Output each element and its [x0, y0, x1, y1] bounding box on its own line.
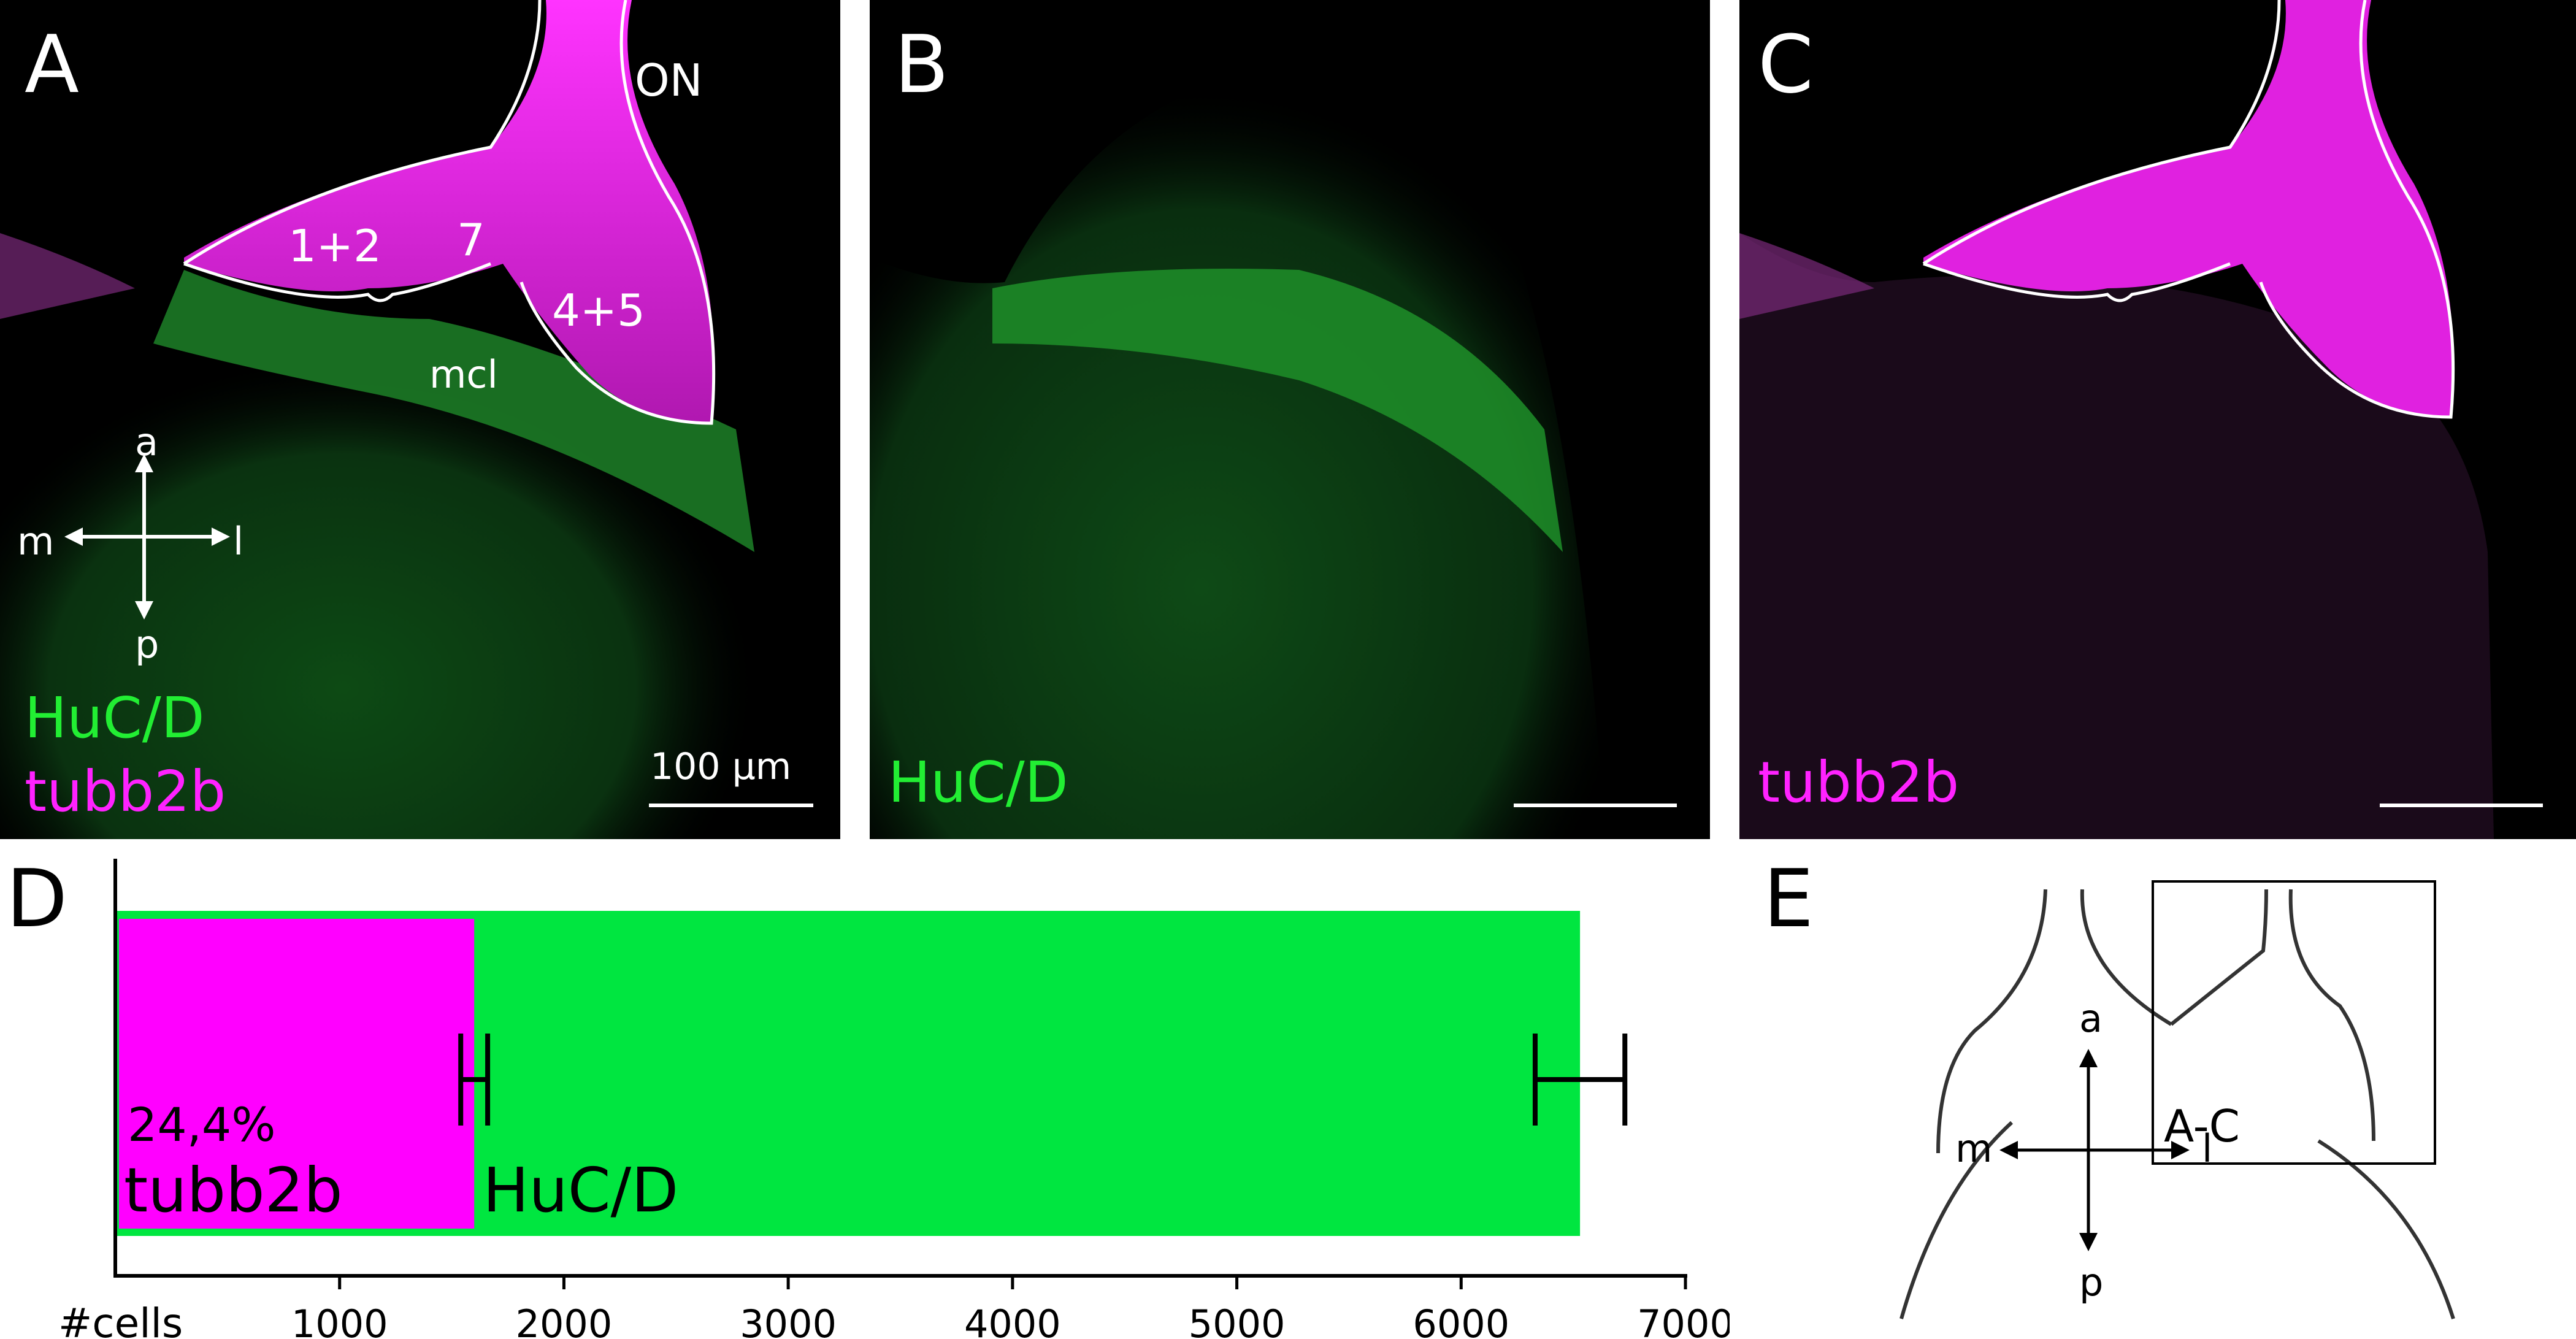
- x-tick-label: 4000: [964, 1302, 1061, 1339]
- region-label-mcl: mcl: [429, 352, 498, 397]
- x-tick-label: 5000: [1189, 1302, 1286, 1339]
- stain-label-tubb2b: tubb2b: [25, 759, 226, 824]
- region-label-on: ON: [635, 55, 703, 106]
- panel-b-image: [870, 0, 1710, 839]
- x-tick-label: 2000: [516, 1302, 613, 1339]
- box-label-a-c: A-C: [2164, 1100, 2240, 1152]
- panel-letter: D: [6, 852, 68, 945]
- panel-c-image: [1739, 0, 2576, 839]
- panel-letter: B: [894, 18, 949, 111]
- axis-label-anterior: a: [2079, 996, 2103, 1041]
- x-tick-label: 6000: [1413, 1302, 1509, 1339]
- orientation-cross-icon: [64, 454, 230, 620]
- region-label-4-5: 4+5: [552, 285, 645, 336]
- stain-label-huc: HuC/D: [25, 685, 205, 751]
- axis-label-medial: m: [17, 519, 55, 564]
- axis-label-lateral: l: [233, 519, 244, 564]
- x-tick-label: 1000: [291, 1302, 388, 1339]
- brain-outline-diagram: [1899, 880, 2455, 1319]
- panel-b-micrograph: B HuC/D: [870, 0, 1710, 839]
- scale-bar: [1514, 804, 1677, 807]
- panel-d-chart: D 1000 2000 3000 4000 5000 6000 7000 #cells 24,4…: [0, 846, 1730, 1339]
- axis-label-anterior: a: [135, 420, 158, 464]
- axis-label-posterior: p: [135, 622, 159, 667]
- panel-a-image: [0, 0, 840, 839]
- bar-label-tubb2b: tubb2b: [124, 1154, 343, 1226]
- data-label-percentage: 24,4%: [128, 1097, 275, 1152]
- stain-label-huc: HuC/D: [888, 750, 1068, 815]
- region-label-7: 7: [457, 214, 485, 266]
- x-axis-label: #cells: [58, 1300, 183, 1339]
- region-label-1-2: 1+2: [288, 220, 381, 272]
- scale-bar-label: 100 µm: [650, 745, 792, 788]
- panel-e-schematic: E a p m l A-C: [1754, 846, 2576, 1339]
- axis-label-medial: m: [1955, 1126, 1993, 1171]
- bar-tubb2b: [119, 919, 475, 1229]
- stain-label-tubb2b: tubb2b: [1758, 750, 1960, 815]
- panel-a-micrograph: A ON 1+2 7 4+5 mcl a p m l HuC/D tubb2b …: [0, 0, 840, 839]
- axis-label-posterior: p: [2079, 1260, 2104, 1305]
- bar-label-huc: HuC/D: [483, 1154, 678, 1226]
- x-tick-label: 3000: [740, 1302, 837, 1339]
- bar-chart-svg: 1000 2000 3000 4000 5000 6000 7000 #cells 24,4%t…: [58, 859, 1730, 1339]
- axis-label-lateral: l: [2202, 1126, 2213, 1171]
- panel-letter: A: [25, 18, 79, 111]
- panel-letter: E: [1763, 852, 1814, 945]
- panel-letter: C: [1758, 18, 1814, 111]
- x-tick-label: 7000: [1637, 1302, 1730, 1339]
- scale-bar: [2380, 804, 2543, 807]
- panel-c-micrograph: C tubb2b: [1739, 0, 2576, 839]
- scale-bar: [649, 804, 813, 807]
